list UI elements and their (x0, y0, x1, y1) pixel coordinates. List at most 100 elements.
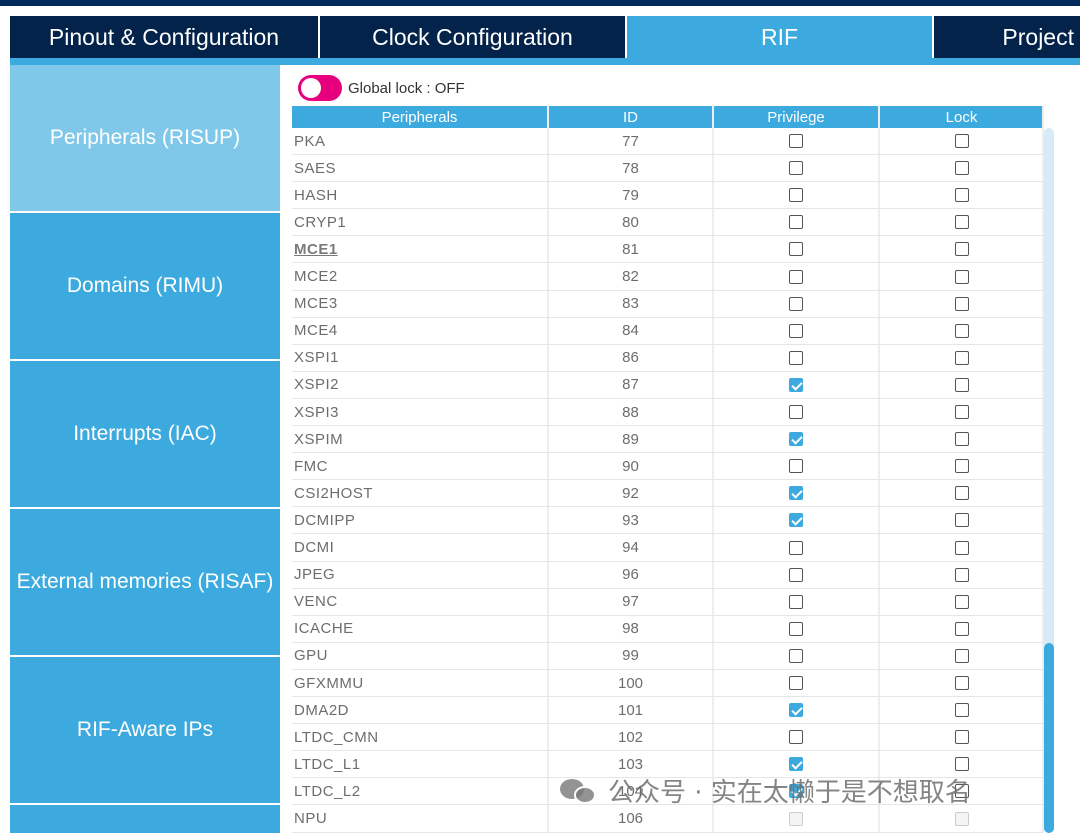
lock-checkbox[interactable] (954, 513, 969, 528)
table-row[interactable]: GFXMMU 100 (292, 670, 1044, 698)
privilege-checkbox[interactable] (789, 350, 803, 365)
privilege-cell (714, 480, 878, 506)
lock-checkbox[interactable] (954, 377, 969, 392)
column-header-id[interactable]: ID (549, 106, 712, 128)
table-row[interactable]: VENC 97 (292, 589, 1044, 616)
table-row[interactable]: LTDC_L1 103 (292, 751, 1044, 779)
lock-checkbox[interactable] (954, 730, 969, 745)
column-header-peripherals[interactable]: Peripherals (292, 106, 547, 128)
lock-checkbox[interactable] (954, 648, 969, 663)
privilege-cell (714, 291, 878, 317)
lock-checkbox[interactable] (954, 432, 969, 447)
sidebar-item-domains-rimu[interactable]: Domains (RIMU) (10, 213, 280, 361)
table-row[interactable]: MCE1 81 (292, 236, 1044, 264)
global-lock-toggle[interactable] (298, 75, 342, 101)
lock-checkbox[interactable] (954, 540, 969, 555)
table-row[interactable]: DMA2D 101 (292, 697, 1044, 725)
privilege-checkbox[interactable] (789, 703, 803, 718)
table-row[interactable]: JPEG 96 (292, 562, 1044, 589)
table-row[interactable]: NPU 106 (292, 806, 1044, 833)
table-row[interactable]: MCE4 84 (292, 318, 1044, 345)
table-row[interactable]: MCE3 83 (292, 291, 1044, 318)
scrollbar-track[interactable] (1044, 128, 1054, 833)
privilege-checkbox[interactable] (789, 567, 803, 582)
lock-checkbox[interactable] (954, 594, 969, 609)
sidebar-item-external-memories-risaf[interactable]: External memories (RISAF) (10, 509, 280, 657)
privilege-checkbox[interactable] (789, 405, 803, 419)
privilege-checkbox[interactable] (789, 296, 803, 311)
privilege-checkbox[interactable] (789, 757, 803, 772)
lock-checkbox[interactable] (954, 269, 969, 284)
peripheral-name: DCMI (294, 539, 335, 556)
lock-checkbox[interactable] (954, 405, 969, 419)
table-row[interactable]: XSPI2 87 (292, 372, 1044, 399)
privilege-checkbox[interactable] (789, 594, 803, 609)
table-row[interactable]: HASH 79 (292, 182, 1044, 210)
table-row[interactable]: DCMIPP 93 (292, 507, 1044, 535)
privilege-checkbox[interactable] (789, 811, 803, 826)
privilege-checkbox[interactable] (789, 242, 803, 257)
privilege-checkbox[interactable] (789, 621, 803, 636)
privilege-checkbox[interactable] (789, 540, 803, 555)
table-row[interactable]: CSI2HOST 92 (292, 480, 1044, 508)
lock-checkbox[interactable] (954, 188, 969, 203)
lock-checkbox[interactable] (954, 676, 969, 690)
table-row[interactable]: FMC 90 (292, 453, 1044, 481)
privilege-checkbox[interactable] (789, 513, 803, 528)
table-row[interactable]: LTDC_L2 104 (292, 778, 1044, 806)
privilege-checkbox[interactable] (789, 730, 803, 745)
lock-checkbox[interactable] (954, 757, 969, 772)
lock-checkbox[interactable] (954, 703, 969, 718)
privilege-checkbox[interactable] (789, 486, 803, 501)
privilege-checkbox[interactable] (789, 784, 803, 799)
sidebar-item-next[interactable] (10, 805, 280, 833)
table-row[interactable]: XSPIM 89 (292, 426, 1044, 454)
privilege-checkbox[interactable] (789, 161, 803, 176)
lock-checkbox[interactable] (954, 621, 969, 636)
table-row[interactable]: MCE2 82 (292, 264, 1044, 291)
privilege-checkbox[interactable] (789, 459, 803, 474)
lock-checkbox[interactable] (954, 215, 969, 230)
sidebar-item-peripherals-risup[interactable]: Peripherals (RISUP) (10, 65, 280, 213)
tab-project[interactable]: Project (934, 16, 1080, 58)
sidebar-item-interrupts-iac[interactable]: Interrupts (IAC) (10, 361, 280, 509)
privilege-checkbox[interactable] (789, 432, 803, 447)
peripheral-name: CSI2HOST (294, 484, 374, 502)
privilege-checkbox[interactable] (789, 377, 803, 392)
tab-pinout-configuration[interactable]: Pinout & Configuration (10, 16, 318, 58)
table-row[interactable]: DCMI 94 (292, 535, 1044, 562)
table-row[interactable]: XSPI1 86 (292, 345, 1044, 372)
privilege-checkbox[interactable] (789, 269, 803, 284)
table-row[interactable]: SAES 78 (292, 155, 1044, 183)
lock-checkbox[interactable] (954, 350, 969, 365)
watermark-text: 公众号 · 实在太懒于是不想取名 (608, 777, 971, 808)
sidebar-item-rif-aware-ips[interactable]: RIF-Aware IPs (10, 657, 280, 805)
lock-checkbox[interactable] (954, 134, 969, 148)
lock-checkbox[interactable] (954, 323, 969, 338)
table-row[interactable]: PKA 77 (292, 128, 1044, 156)
privilege-checkbox[interactable] (789, 648, 803, 663)
scrollbar-thumb[interactable] (1044, 643, 1054, 833)
privilege-checkbox[interactable] (789, 134, 803, 148)
table-row[interactable]: CRYP1 80 (292, 209, 1044, 237)
tab-rif[interactable]: RIF (627, 16, 932, 58)
table-row[interactable]: XSPI3 88 (292, 399, 1044, 427)
column-header-privilege[interactable]: Privilege (714, 106, 878, 128)
column-header-lock[interactable]: Lock (880, 106, 1043, 128)
table-row[interactable]: ICACHE 98 (292, 616, 1044, 643)
lock-checkbox[interactable] (954, 486, 969, 501)
lock-checkbox[interactable] (954, 459, 969, 474)
lock-checkbox[interactable] (954, 811, 969, 826)
tab-clock-configuration[interactable]: Clock Configuration (320, 16, 625, 58)
table-row[interactable]: GPU 99 (292, 643, 1044, 670)
lock-checkbox[interactable] (954, 242, 969, 257)
table-row[interactable]: LTDC_CMN 102 (292, 724, 1044, 752)
lock-checkbox[interactable] (954, 567, 969, 582)
privilege-checkbox[interactable] (789, 323, 803, 338)
privilege-checkbox[interactable] (789, 676, 803, 690)
privilege-checkbox[interactable] (789, 188, 803, 203)
lock-checkbox[interactable] (954, 161, 969, 176)
lock-checkbox[interactable] (954, 296, 969, 311)
lock-checkbox[interactable] (954, 784, 969, 799)
privilege-checkbox[interactable] (789, 215, 803, 230)
